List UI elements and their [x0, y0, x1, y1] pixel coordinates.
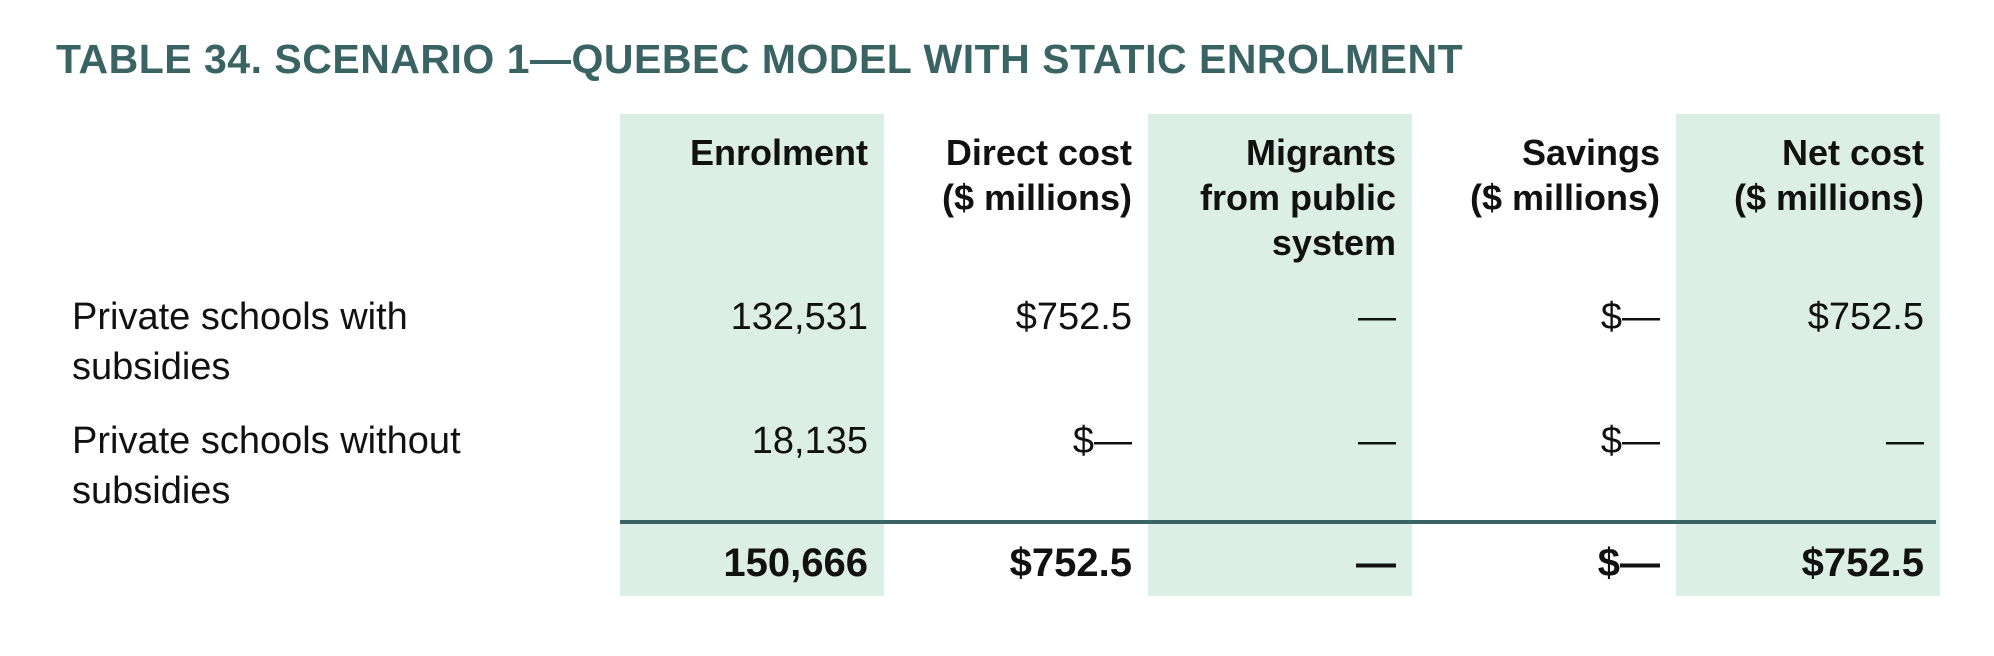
total-savings: $— — [1597, 541, 1660, 585]
column-shade-net-cost — [1676, 114, 1940, 596]
cell-direct-cost: $752.5 — [1015, 296, 1132, 338]
total-net-cost: $752.5 — [1801, 541, 1924, 585]
column-shade-enrolment — [620, 114, 884, 596]
cell-migrants: — — [1358, 296, 1396, 338]
column-shade-migrants — [1148, 114, 1412, 596]
total-migrants: — — [1356, 541, 1396, 585]
column-header-savings: Savings ($ millions) — [1420, 130, 1660, 220]
cell-savings: $— — [1600, 296, 1660, 338]
cell-net-cost: $752.5 — [1807, 296, 1924, 338]
cell-savings: $— — [1600, 420, 1660, 462]
column-header-migrants: Migrants from public system — [1156, 130, 1396, 265]
totals-divider — [620, 520, 1936, 524]
cell-enrolment: 18,135 — [751, 420, 868, 462]
total-enrolment: 150,666 — [723, 541, 868, 585]
column-header-enrolment: Enrolment — [628, 130, 868, 175]
header-line: Enrolment — [689, 132, 868, 173]
header-line: ($ millions) — [1469, 177, 1660, 218]
row-label-without-subsidies: Private schools without subsidies — [72, 416, 592, 516]
cell-enrolment: 132,531 — [730, 296, 868, 338]
header-line: from public — [1200, 177, 1396, 218]
cell-direct-cost: $— — [1072, 420, 1132, 462]
cell-net-cost: — — [1886, 420, 1924, 462]
column-header-direct-cost: Direct cost ($ millions) — [892, 130, 1132, 220]
row-label-line: subsidies — [72, 346, 231, 388]
header-line: Direct cost — [945, 132, 1132, 173]
total-direct-cost: $752.5 — [1009, 541, 1132, 585]
header-line: ($ millions) — [941, 177, 1132, 218]
row-label-line: subsidies — [72, 470, 231, 512]
header-line: Net cost — [1781, 132, 1924, 173]
header-line: system — [1271, 222, 1396, 263]
row-label-line: Private schools without — [72, 420, 461, 462]
header-line: ($ millions) — [1733, 177, 1924, 218]
header-line: Savings — [1521, 132, 1660, 173]
row-label-with-subsidies: Private schools with subsidies — [72, 292, 592, 392]
cell-migrants: — — [1358, 420, 1396, 462]
header-line: Migrants — [1245, 132, 1396, 173]
row-label-line: Private schools with — [72, 296, 408, 338]
column-header-net-cost: Net cost ($ millions) — [1684, 130, 1924, 220]
table-title: TABLE 34. SCENARIO 1—QUEBEC MODEL WITH S… — [56, 36, 1464, 82]
